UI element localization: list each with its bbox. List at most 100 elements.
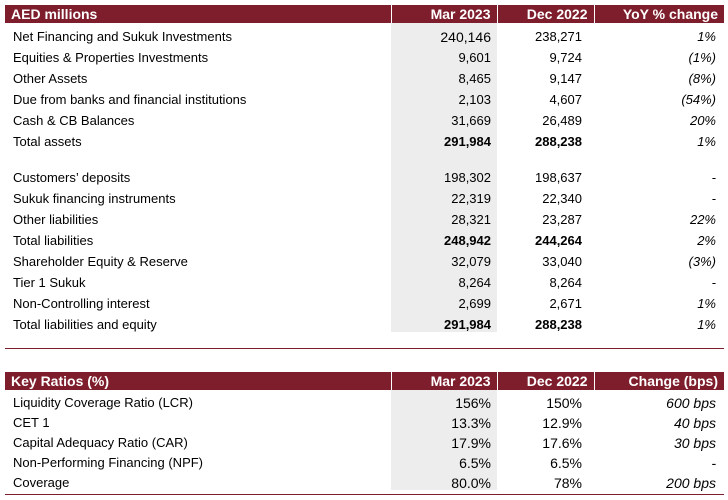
row-label: Net Financing and Sukuk Investments — [13, 29, 232, 44]
dec-value: 9,147 — [549, 71, 582, 86]
mar-value: 2,699 — [391, 290, 497, 311]
row-label: Other Assets — [13, 71, 88, 86]
header-aed-millions: AED millions — [5, 5, 391, 23]
row-label: Liquidity Coverage Ratio (LCR) — [13, 395, 193, 410]
change-value: 1% — [697, 29, 716, 44]
dec-value: 26,489 — [542, 113, 582, 128]
row-label: Other liabilities — [13, 212, 99, 227]
mar-value: 80.0% — [391, 470, 497, 490]
table-row: Non-Controlling interest 2,699 2,671 1% — [5, 290, 724, 311]
balance-header-row: AED millions Mar 2023 Dec 2022 YoY % cha… — [5, 5, 724, 23]
dec-value: 244,264 — [535, 233, 582, 248]
row-label: Coverage — [13, 475, 70, 490]
table-row: CET 1 13.3% 12.9% 40 bps — [5, 410, 724, 430]
dec-value: 8,264 — [549, 275, 582, 290]
table-row: Other Assets 8,465 9,147 (8%) — [5, 65, 724, 86]
row-label: Cash & CB Balances — [13, 113, 135, 128]
mar-value: 2,103 — [391, 86, 497, 107]
mar-value: 28,321 — [391, 206, 497, 227]
change-value: - — [711, 455, 716, 471]
table-row: Coverage 80.0% 78% 200 bps — [5, 470, 724, 490]
dec-value: 9,724 — [549, 50, 582, 65]
header-mar-2023: Mar 2023 — [390, 5, 497, 23]
header-mar-2023: Mar 2023 — [390, 372, 497, 390]
row-label: Capital Adequacy Ratio (CAR) — [13, 435, 188, 450]
change-value: (1%) — [688, 50, 716, 65]
divider-line — [5, 348, 724, 349]
total-liabilities-equity-row: Total liabilities and equity 291,984 288… — [5, 311, 724, 332]
change-value: 600 bps — [666, 395, 716, 411]
row-label: Total liabilities — [13, 233, 94, 248]
row-label: CET 1 — [13, 415, 50, 430]
dec-value: 6.5% — [550, 455, 582, 471]
table-row: Cash & CB Balances 31,669 26,489 20% — [5, 107, 724, 128]
mar-value: 291,984 — [391, 128, 497, 149]
row-label: Non-Performing Financing (NPF) — [13, 455, 204, 470]
mar-value: 17.9% — [391, 430, 497, 450]
mar-value: 31,669 — [391, 107, 497, 128]
table-row: Equities & Properties Investments 9,601 … — [5, 44, 724, 65]
mar-value: 240,146 — [391, 23, 497, 44]
row-label: Tier 1 Sukuk — [13, 275, 86, 290]
header-key-ratios: Key Ratios (%) — [5, 372, 391, 390]
dec-value: 12.9% — [542, 415, 582, 431]
balance-sheet-table: AED millions Mar 2023 Dec 2022 YoY % cha… — [5, 5, 724, 332]
table-row: Net Financing and Sukuk Investments 240,… — [5, 23, 724, 44]
dec-value: 17.6% — [542, 435, 582, 451]
change-value: (3%) — [688, 254, 716, 269]
table-row: Non-Performing Financing (NPF) 6.5% 6.5%… — [5, 450, 724, 470]
change-value: 40 bps — [673, 415, 716, 431]
dec-value: 4,607 — [549, 92, 582, 107]
table-row: Capital Adequacy Ratio (CAR) 17.9% 17.6%… — [5, 430, 724, 450]
change-value: 30 bps — [673, 435, 716, 451]
dec-value: 150% — [546, 395, 582, 411]
change-value: - — [711, 275, 716, 290]
change-value: 1% — [697, 317, 716, 332]
dec-value: 78% — [553, 475, 582, 491]
bottom-border-line — [5, 494, 724, 495]
row-label: Shareholder Equity & Reserve — [13, 254, 188, 269]
dec-value: 238,271 — [535, 29, 582, 44]
change-value: (8%) — [688, 71, 716, 86]
table-row: Due from banks and financial institution… — [5, 86, 724, 107]
dec-value: 288,238 — [535, 134, 582, 149]
key-ratios-table: Key Ratios (%) Mar 2023 Dec 2022 Change … — [5, 372, 724, 490]
header-dec-2022: Dec 2022 — [496, 5, 594, 23]
header-yoy-change: YoY % change — [593, 5, 724, 23]
mar-value: 22,319 — [391, 185, 497, 206]
mar-value: 8,264 — [391, 269, 497, 290]
table-row: Sukuk financing instruments 22,319 22,34… — [5, 185, 724, 206]
mar-value: 291,984 — [391, 311, 497, 332]
row-label: Equities & Properties Investments — [13, 50, 209, 65]
row-label: Due from banks and financial institution… — [13, 92, 247, 107]
dec-value: 23,287 — [542, 212, 582, 227]
row-label: Sukuk financing instruments — [13, 191, 176, 206]
row-label: Non-Controlling interest — [13, 296, 150, 311]
mar-value: 198,302 — [391, 164, 497, 185]
mar-value: 248,942 — [391, 227, 497, 248]
table-row: Shareholder Equity & Reserve 32,079 33,0… — [5, 248, 724, 269]
header-change-bps: Change (bps) — [593, 372, 724, 390]
mar-value: 9,601 — [391, 44, 497, 65]
mar-value: 13.3% — [391, 410, 497, 430]
row-label: Total assets — [13, 134, 82, 149]
mar-value: 8,465 — [391, 65, 497, 86]
mar-value: 6.5% — [391, 450, 497, 470]
table-row: Tier 1 Sukuk 8,264 8,264 - — [5, 269, 724, 290]
change-value: 2% — [697, 233, 716, 248]
change-value: 1% — [697, 134, 716, 149]
dec-value: 2,671 — [549, 296, 582, 311]
mar-value: 156% — [391, 390, 497, 410]
dec-value: 22,340 — [542, 191, 582, 206]
total-liabilities-row: Total liabilities 248,942 244,264 2% — [5, 227, 724, 248]
total-assets-row: Total assets 291,984 288,238 1% — [5, 128, 724, 149]
ratios-header-row: Key Ratios (%) Mar 2023 Dec 2022 Change … — [5, 372, 724, 390]
row-label: Customers’ deposits — [13, 170, 131, 185]
header-dec-2022: Dec 2022 — [496, 372, 594, 390]
dec-value: 198,637 — [535, 170, 582, 185]
row-label: Total liabilities and equity — [13, 317, 157, 332]
change-value: (54%) — [681, 92, 716, 107]
change-value: 20% — [689, 113, 716, 128]
dec-value: 288,238 — [535, 317, 582, 332]
mar-value: 32,079 — [391, 248, 497, 269]
